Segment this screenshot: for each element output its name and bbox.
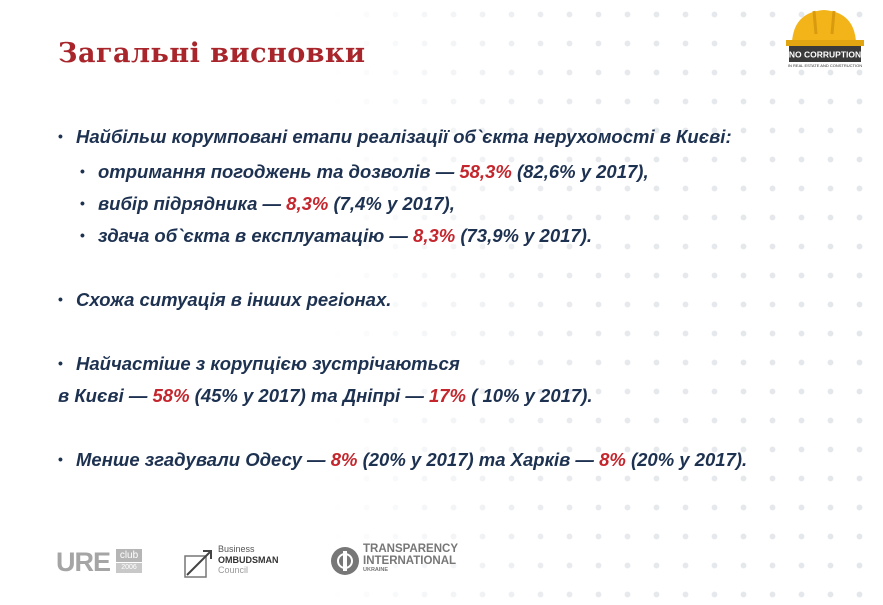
dot-pattern-background (323, 0, 883, 605)
transparency-international-logo: TRANSPARENCY INTERNATIONAL UKRAINE (330, 543, 470, 578)
no-corruption-logo: NO CORRUPTION IN REAL ESTATE AND CONSTRU… (778, 6, 870, 68)
svg-text:IN REAL ESTATE AND CONSTRUCTIO: IN REAL ESTATE AND CONSTRUCTION (788, 63, 862, 68)
sub-bullet-contractor: • вибір підрядника — 8,3% (7,4% у 2017), (80, 193, 455, 214)
bullet-most-frequent: • Найчастіше з корупцією зустрічаються (58, 353, 460, 374)
bullet-corrupt-stages: • Найбільш корумповані етапи реалізації о… (58, 126, 732, 147)
arrow-box-icon (184, 550, 212, 578)
bullet-most-frequent-cities: в Києві — 58% (45% у 2017) та Дніпрі — 1… (58, 385, 593, 406)
sub-bullet-commissioning: • здача об`єкта в експлуатацію — 8,3% (73… (80, 225, 592, 246)
ti-globe-icon (331, 547, 359, 575)
svg-text:NO CORRUPTION: NO CORRUPTION (789, 50, 861, 60)
bullet-less-mentioned: • Менше згадували Одесу — 8% (20% у 2017)… (58, 449, 748, 470)
sub-bullet-permits: • отримання погоджень та дозволів — 58,3%… (80, 161, 649, 182)
bullet-other-regions: • Схожа ситуація в інших регіонах. (58, 289, 392, 310)
helmet-icon: NO CORRUPTION IN REAL ESTATE AND CONSTRU… (786, 10, 864, 68)
page-title: Загальні висновки (58, 38, 366, 69)
business-ombudsman-logo: Business OMBUDSMAN Council (184, 544, 304, 580)
ure-club-logo: URE club 2006 (56, 549, 146, 576)
